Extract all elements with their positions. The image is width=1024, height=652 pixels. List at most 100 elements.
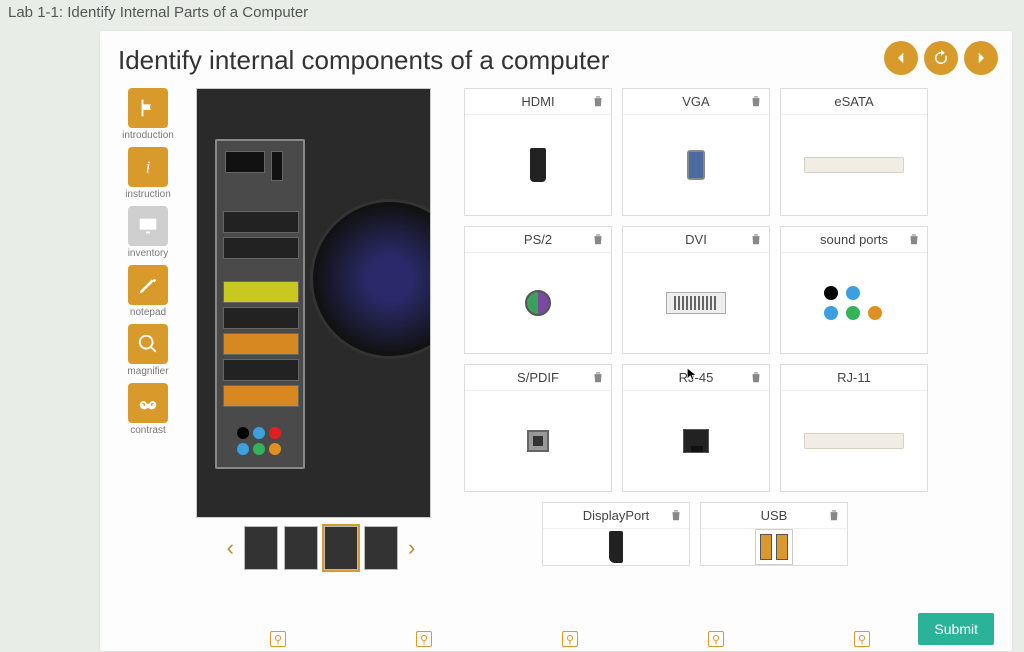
port-card-hdmi[interactable]: HDMI [464,88,612,216]
nav-back-button[interactable] [884,41,918,75]
nav-reload-button[interactable] [924,41,958,75]
submit-button[interactable]: Submit [918,613,994,645]
card-label: sound ports [820,232,888,247]
computer-back-photo[interactable] [196,88,431,518]
port-card-ps-2[interactable]: PS/2 [464,226,612,354]
trash-icon[interactable] [669,507,683,523]
trash-icon[interactable] [591,369,605,385]
port-card-sound-ports[interactable]: sound ports [780,226,928,354]
card-body [465,115,611,215]
card-body [701,529,847,565]
card-label: DVI [685,232,707,247]
card-label: S/PDIF [517,370,559,385]
svg-text:i: i [146,158,151,177]
breadcrumb: Lab 1-1: Identify Internal Parts of a Co… [0,0,1024,25]
info-icon: i [128,147,168,187]
trash-icon[interactable] [827,507,841,523]
thumbnail-strip: ‹ › [196,526,446,570]
card-body [543,529,689,565]
trash-icon[interactable] [591,93,605,109]
zoom-icons-row: ⚲ ⚲ ⚲ ⚲ ⚲ [100,631,1012,647]
port-card-usb[interactable]: USB [700,502,848,566]
trash-icon[interactable] [749,93,763,109]
card-label: eSATA [834,94,873,109]
tool-label: contrast [130,425,166,436]
trash-icon[interactable] [749,369,763,385]
nav-controls [884,41,998,75]
tool-notepad[interactable]: notepad [128,265,168,318]
tool-label: magnifier [127,366,168,377]
cards-column: HDMI VGA eSATA PS/2 DVI sound ports S/PDIF RJ-4… [464,88,994,570]
tool-label: instruction [125,189,171,200]
monitor-icon [128,206,168,246]
card-label: USB [761,508,788,523]
zoom-icon[interactable]: ⚲ [416,631,432,647]
trash-icon[interactable] [749,231,763,247]
glasses-icon [128,383,168,423]
tool-inventory[interactable]: inventory [128,206,169,259]
card-body [465,253,611,353]
card-label: HDMI [521,94,554,109]
zoom-icon[interactable]: ⚲ [562,631,578,647]
port-card-rj-11[interactable]: RJ-11 [780,364,928,492]
card-label: RJ-11 [837,370,871,385]
card-body [781,115,927,215]
card-label: VGA [682,94,709,109]
port-card-rj-45[interactable]: RJ-45 [622,364,770,492]
card-body [781,391,927,491]
card-label: DisplayPort [583,508,649,523]
card-header: DisplayPort [543,503,689,529]
trash-icon[interactable] [907,231,921,247]
port-card-s-pdif[interactable]: S/PDIF [464,364,612,492]
port-card-displayport[interactable]: DisplayPort [542,502,690,566]
card-header: USB [701,503,847,529]
thumb-1[interactable] [284,526,318,570]
card-label: RJ-45 [679,370,714,385]
card-label: PS/2 [524,232,552,247]
tool-introduction[interactable]: introduction [122,88,174,141]
nav-forward-button[interactable] [964,41,998,75]
flag-icon [128,88,168,128]
chevron-left-icon [892,49,910,67]
card-body [623,391,769,491]
main-panel: Identify internal components of a comput… [100,31,1012,651]
card-header: HDMI [465,89,611,115]
port-card-esata[interactable]: eSATA [780,88,928,216]
port-card-vga[interactable]: VGA [622,88,770,216]
page-title: Identify internal components of a comput… [118,45,994,76]
zoom-icon[interactable]: ⚲ [270,631,286,647]
chevron-right-icon [972,49,990,67]
card-header: VGA [623,89,769,115]
card-header: DVI [623,227,769,253]
card-body [623,253,769,353]
card-header: eSATA [781,89,927,115]
tool-magnifier[interactable]: magnifier [127,324,168,377]
tool-label: notepad [130,307,166,318]
card-header: S/PDIF [465,365,611,391]
zoom-icon[interactable]: ⚲ [854,631,870,647]
reload-icon [932,49,950,67]
thumb-0[interactable] [244,526,278,570]
card-header: RJ-11 [781,365,927,391]
thumb-3[interactable] [364,526,398,570]
card-header: RJ-45 [623,365,769,391]
trash-icon[interactable] [591,231,605,247]
card-body [465,391,611,491]
card-body [623,115,769,215]
card-header: sound ports [781,227,927,253]
card-body [781,253,927,353]
tool-label: introduction [122,130,174,141]
pencil-icon [128,265,168,305]
zoom-icon[interactable]: ⚲ [708,631,724,647]
tool-sidebar: introduction i instruction inventory not… [118,88,178,570]
port-card-dvi[interactable]: DVI [622,226,770,354]
tool-label: inventory [128,248,169,259]
image-column: ‹ › [196,88,446,570]
magnify-icon [128,324,168,364]
thumb-prev-button[interactable]: ‹ [223,535,238,561]
thumb-next-button[interactable]: › [404,535,419,561]
tool-instruction[interactable]: i instruction [125,147,171,200]
card-header: PS/2 [465,227,611,253]
tool-contrast[interactable]: contrast [128,383,168,436]
thumb-2[interactable] [324,526,358,570]
